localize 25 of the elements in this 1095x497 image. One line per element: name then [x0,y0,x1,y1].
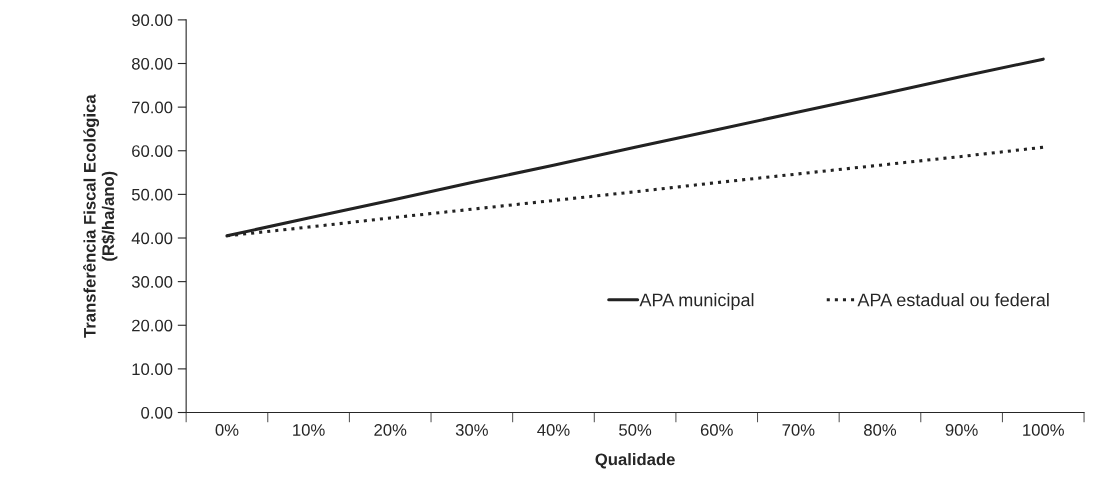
y-tick-label: 50.00 [131,188,173,201]
x-tick-label: 50% [619,424,652,436]
y-tick-label: 80.00 [131,57,173,70]
x-tick-label: 80% [864,424,897,436]
y-tick-label: 0.00 [141,406,173,419]
x-tick-label: 30% [455,424,488,436]
x-tick-label: 40% [537,424,570,436]
y-tick-label: 90.00 [132,14,173,27]
y-tick-label: 60.00 [132,145,173,157]
x-axis-title: Qualidade [595,453,675,469]
y-tick-label: 20.00 [132,319,173,332]
legend-label: APA municipal [639,293,754,310]
x-tick-label: 70% [782,424,815,436]
x-tick-label: 0% [215,424,239,436]
y-tick-label: 10.00 [132,363,173,376]
y-tick-label: 30.00 [131,276,173,288]
y-axis-title: Transferência Fiscal Ecológica (R$/ha/ano) [83,94,118,338]
y-tick-label: 40.00 [131,232,173,245]
x-tick-label: 10% [293,424,325,436]
x-tick-label: 60% [700,424,733,436]
x-tick-label: 100% [1023,424,1064,436]
legend-label: APA estadual ou federal [857,293,1049,307]
x-tick-label: 90% [945,424,978,436]
y-tick-label: 70.00 [132,101,173,114]
x-tick-label: 20% [374,424,407,436]
